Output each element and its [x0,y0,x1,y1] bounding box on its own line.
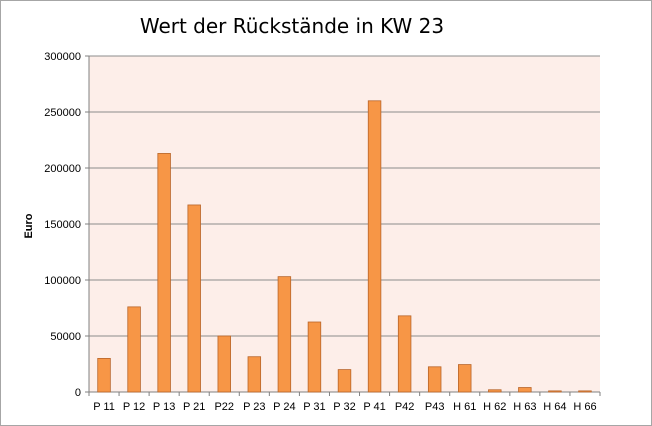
y-tick-label: 50000 [50,331,81,343]
bar [518,387,532,393]
x-tick-label: P 12 [123,401,145,413]
y-tick-label: 100000 [44,275,81,287]
y-tick-label: 200000 [44,163,81,175]
x-tick-label: P 41 [363,401,385,413]
bar [187,204,201,393]
y-tick-label: 250000 [44,107,81,119]
bar [127,306,141,393]
y-axis-title: Euro [23,213,35,238]
bar [217,335,231,393]
x-tick-label: H 62 [483,401,506,413]
bar [97,357,111,393]
x-tick-label: P42 [395,401,415,413]
x-tick-label: H 61 [453,401,476,413]
bar [397,315,412,393]
x-tick-label: H 63 [513,401,536,413]
x-tick-label: H 66 [573,401,596,413]
bar [337,369,352,393]
bar [488,389,502,393]
bar [157,153,171,393]
x-tick-label: P22 [214,401,234,413]
x-tick-label: P 32 [333,401,355,413]
bar [578,390,592,393]
bar [247,356,262,393]
y-tick-label: 150000 [44,219,81,231]
bar [548,390,562,393]
x-tick-label: P 13 [153,401,175,413]
x-tick-label: P 24 [273,401,295,413]
y-tick-label: 300000 [44,51,81,63]
x-tick-label: P 11 [93,401,115,413]
x-tick-label: P43 [425,401,445,413]
plot-area: 0 50000 100000 150000 200000 250000 300000 P 11… [44,51,601,413]
bar [367,100,382,393]
x-tick-label: H 64 [543,401,566,413]
y-tick-label: 0 [75,387,81,399]
bar [307,321,322,393]
bar [458,364,472,393]
chart-title: Wert der Rückstände in KW 23 [140,14,444,38]
bar [277,276,292,393]
x-tick-label: P 21 [183,401,205,413]
x-tick-label: P 23 [243,401,265,413]
x-tick-label: P 31 [303,401,325,413]
bar [427,366,442,393]
